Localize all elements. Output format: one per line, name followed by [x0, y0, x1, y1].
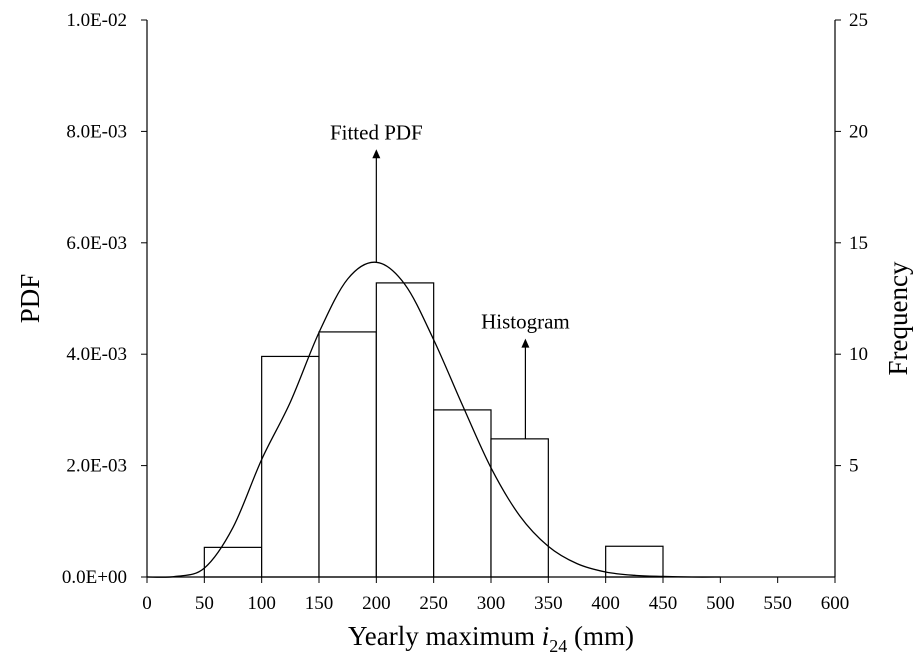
y-right-tick-label: 5 — [849, 456, 859, 477]
histogram-bars — [203, 282, 664, 578]
axes — [141, 19, 841, 583]
y-axis-right-label: Frequency — [883, 261, 913, 375]
y-left-tick-label: 6.0E-03 — [66, 233, 127, 254]
x-tick-label: 0 — [142, 593, 152, 614]
x-axis-label-suffix: (mm) — [567, 621, 634, 651]
histogram-bar — [261, 355, 320, 578]
tick-labels: 0 50 100 150 200 250 300 350 400 450 500 550 600 0.0E… — [62, 10, 868, 614]
x-tick-label: 150 — [305, 593, 334, 614]
x-axis-label-var: i — [542, 621, 550, 651]
y-left-tick-label: 0.0E+00 — [62, 567, 127, 588]
x-tick-label: 350 — [534, 593, 563, 614]
x-tick-label: 550 — [763, 593, 792, 614]
histogram-bar — [490, 438, 549, 578]
x-axis-label-prefix: Yearly maximum — [348, 621, 542, 651]
y-right-tick-label: 15 — [849, 233, 868, 254]
y-right-tick-label: 20 — [849, 121, 868, 142]
y-left-tick-label: 4.0E-03 — [66, 344, 127, 365]
annotation-label: Fitted PDF — [330, 120, 423, 144]
histogram-bar — [433, 409, 492, 578]
y-left-tick-label: 2.0E-03 — [66, 456, 127, 477]
histogram-bar — [318, 331, 377, 578]
x-tick-label: 250 — [419, 593, 448, 614]
x-tick-label: 600 — [821, 593, 850, 614]
y-left-tick-label: 1.0E-02 — [66, 10, 127, 31]
x-tick-label: 450 — [649, 593, 678, 614]
x-tick-label: 500 — [706, 593, 735, 614]
y-left-tick-label: 8.0E-03 — [66, 121, 127, 142]
x-tick-label: 100 — [247, 593, 276, 614]
fitted-pdf-curve — [146, 261, 721, 578]
x-tick-label: 400 — [591, 593, 620, 614]
y-right-tick-label: 25 — [849, 10, 868, 31]
histogram-bar — [203, 546, 263, 578]
annotation-arrow-head — [372, 149, 381, 159]
x-axis-label-sub: 24 — [549, 636, 567, 656]
histogram-bar — [375, 282, 435, 578]
y-right-tick-label: 10 — [849, 344, 868, 365]
x-tick-label: 200 — [362, 593, 391, 614]
x-axis-label: Yearly maximum i24 (mm) — [348, 621, 634, 656]
annotation-arrow-head — [521, 338, 530, 348]
annotations: Fitted PDF Histogram — [330, 120, 570, 439]
y-axis-left-label: PDF — [15, 274, 45, 324]
x-tick-label: 50 — [195, 593, 214, 614]
x-tick-label: 300 — [477, 593, 506, 614]
histogram-bar — [605, 545, 664, 578]
annotation-label: Histogram — [481, 310, 570, 334]
